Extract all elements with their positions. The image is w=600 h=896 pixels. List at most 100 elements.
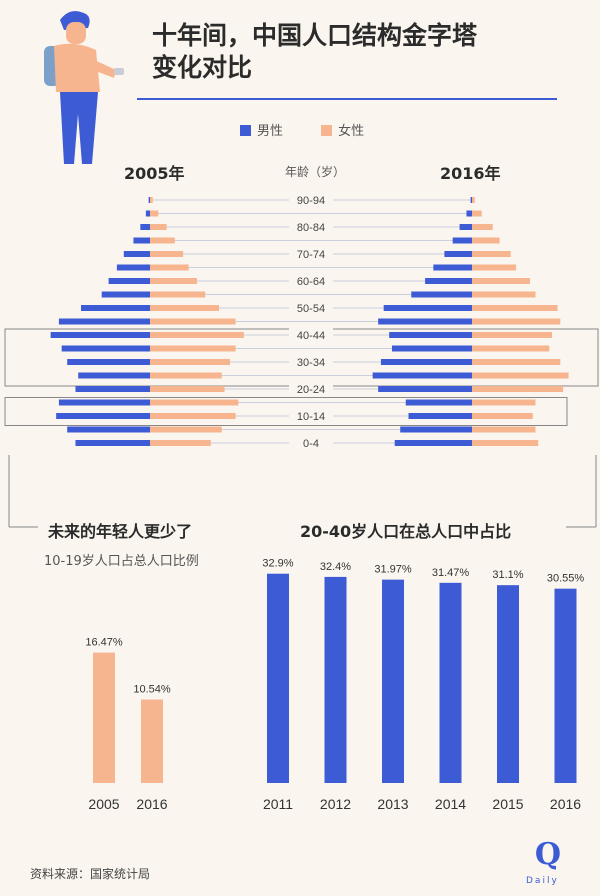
page-title: 十年间，中国人口结构金字塔 变化对比 (152, 21, 478, 82)
bar-2005-female-85-89 (150, 210, 159, 217)
bar-2016-male-85-89 (466, 210, 472, 217)
data-label-2012: 32.4% (320, 561, 351, 573)
bar-2005-female-40-44 (150, 332, 244, 338)
bar-2016-male-70-74 (444, 251, 472, 257)
bar-2016-female-40-44 (472, 332, 553, 338)
bar-2016-female-10-14 (472, 413, 533, 419)
age-label-90-94: 90-94 (297, 195, 325, 207)
age-label-0-4: 0-4 (303, 438, 319, 450)
bar-2016-female-45-49 (472, 318, 561, 325)
bar-2016-male-55-59 (411, 291, 472, 298)
qdaily-logo-text: Daily (526, 876, 559, 886)
bar-2016-male-50-54 (383, 305, 472, 311)
age-label-bg-70-74 (289, 247, 333, 261)
age-label-40-44: 40-44 (297, 330, 325, 342)
bar-2005-female-80-84 (150, 224, 167, 230)
left-section-subtitle: 10-19岁人口占总人口比例 (44, 554, 199, 569)
data-label-2014: 31.47% (432, 567, 470, 579)
bar-2016-male-15-19 (405, 399, 472, 406)
bar-2005-male-90-94 (148, 197, 150, 203)
bar-2005-female-35-39 (150, 345, 236, 352)
bar-2005-male-50-54 (81, 305, 150, 311)
bar-2005-female-65-69 (150, 264, 189, 271)
legend: 男性 女性 (240, 120, 398, 139)
source-note: 资料来源：国家统计局 (30, 867, 151, 881)
bar-2005-male-40-44 (50, 332, 150, 338)
bar-2016 (141, 699, 163, 783)
bar-2005-male-15-19 (58, 399, 150, 406)
age-label-80-84: 80-84 (297, 222, 325, 234)
bar-2005-male-5-9 (67, 426, 150, 433)
population-pyramid-chart: 90-94 80-84 70-74 60-64 50-54 40-44 30-34 20-24… (4, 193, 599, 450)
bar-2015 (497, 585, 519, 783)
title-underline (137, 98, 557, 100)
age-label-70-74: 70-74 (297, 249, 325, 261)
age-label-bg-0-4 (289, 436, 333, 450)
bar-2005-male-80-84 (140, 224, 150, 230)
bar-2005-male-55-59 (101, 291, 150, 298)
age-label-50-54: 50-54 (297, 303, 325, 315)
bar-2016-female-5-9 (472, 426, 536, 433)
bar-2016-male-45-49 (378, 318, 472, 325)
data-label-2016: 30.55% (547, 573, 585, 585)
bar-2016-female-60-64 (472, 278, 530, 284)
bar-2016-male-80-84 (459, 224, 472, 230)
age-label-10-14: 10-14 (297, 411, 325, 423)
highlight-box-10-19 (4, 397, 568, 426)
bar-2016-male-20-24 (378, 386, 472, 392)
bar-2005-male-85-89 (145, 210, 150, 217)
bar-2005-female-90-94 (150, 197, 153, 203)
category-label-2011: 2011 (263, 796, 293, 812)
age-label-bg-80-84 (289, 220, 333, 234)
qdaily-logo-mark: Q (534, 837, 562, 872)
bar-2005-male-20-24 (75, 386, 150, 392)
adult-share-bar-chart: 32.9% 2011 32.4% 2012 31.97% 2013 31.47% 2014 31… (262, 558, 585, 812)
bar-2005-male-10-14 (56, 413, 150, 419)
data-label-2016: 10.54% (133, 684, 171, 696)
bar-2016-female-15-19 (472, 399, 536, 406)
bar-2016-male-25-29 (372, 372, 472, 379)
category-label-2013: 2013 (377, 796, 408, 812)
left-section-title: 未来的年轻人更少了 (48, 522, 193, 541)
age-label-30-34: 30-34 (297, 357, 325, 369)
bar-2005-female-0-4 (150, 440, 211, 446)
age-label-20-24: 20-24 (297, 384, 325, 396)
bar-2005-male-25-29 (78, 372, 150, 379)
bar-2016-male-65-69 (433, 264, 472, 271)
bar-2005-female-5-9 (150, 426, 222, 433)
bar-2005-female-25-29 (150, 372, 222, 379)
age-label-bg-20-24 (289, 382, 333, 396)
bar-2016-female-70-74 (472, 251, 511, 257)
bar-2016-male-90-94 (470, 197, 472, 203)
data-label-2005: 16.47% (85, 637, 123, 649)
bar-2016-female-90-94 (472, 197, 475, 203)
bar-2016-female-25-29 (472, 372, 569, 379)
legend-male: 男性 (240, 124, 283, 139)
bar-2005 (93, 652, 115, 783)
age-axis-header: 年龄（岁） (285, 165, 346, 179)
bar-2016-female-65-69 (472, 264, 517, 271)
bar-2005-male-65-69 (116, 264, 150, 271)
bar-2005-female-70-74 (150, 251, 184, 257)
age-label-bg-60-64 (289, 274, 333, 288)
male-swatch (240, 125, 251, 136)
bar-2016-female-0-4 (472, 440, 539, 446)
youth-share-bar-chart: 16.47% 2005 10.54% 2016 (85, 637, 171, 812)
category-label-2012: 2012 (320, 796, 351, 812)
age-label-bg-30-34 (289, 355, 333, 369)
category-label-2016: 2016 (136, 796, 167, 812)
bar-2016-male-30-34 (380, 359, 472, 365)
bar-2005-male-70-74 (123, 251, 150, 257)
bar-2016-male-60-64 (425, 278, 472, 284)
bar-2016-male-10-14 (408, 413, 472, 419)
legend-female: 女性 (321, 124, 364, 139)
bar-2005-male-30-34 (67, 359, 150, 365)
category-label-2016: 2016 (550, 796, 581, 812)
bar-2005-male-45-49 (58, 318, 150, 325)
age-label-bg-90-94 (289, 193, 333, 207)
bar-2016-female-30-34 (472, 359, 561, 365)
bar-2016-male-0-4 (394, 440, 472, 446)
bar-2016-male-35-39 (391, 345, 472, 352)
bar-2005-female-15-19 (150, 399, 239, 406)
bar-2016-female-20-24 (472, 386, 564, 392)
